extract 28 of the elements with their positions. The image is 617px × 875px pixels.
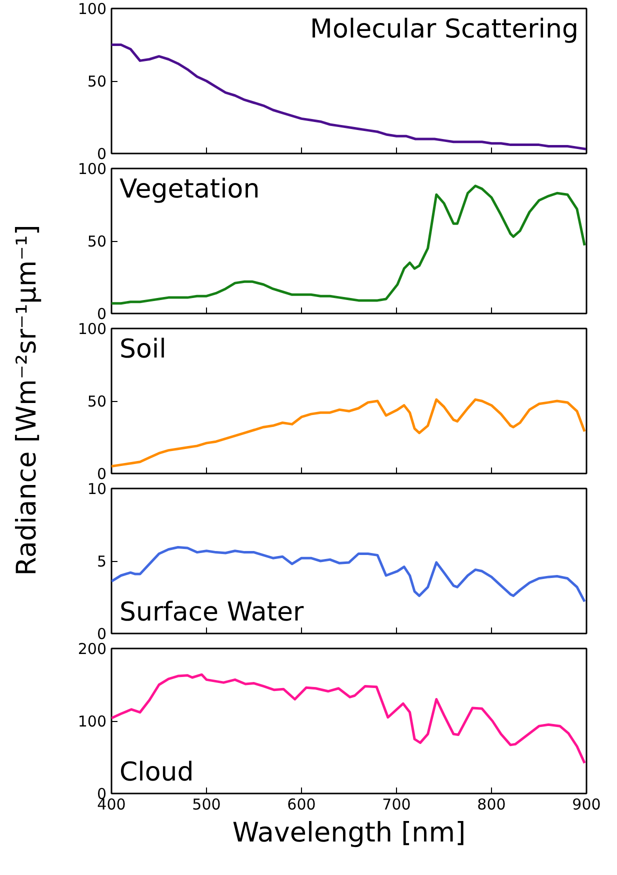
- line-series: [112, 44, 586, 150]
- x-axis-title: Wavelength [nm]: [232, 818, 466, 848]
- annotation: Cloud: [120, 758, 194, 788]
- x-tick-label: 900: [572, 796, 601, 814]
- y-tick-label: 0: [96, 465, 107, 483]
- y-tick-label: 50: [87, 392, 107, 410]
- y-tick-label: 0: [96, 625, 107, 643]
- y-tick-label: 100: [78, 320, 107, 338]
- line-series: [112, 398, 586, 468]
- y-tick-label: 5: [96, 552, 107, 570]
- y-tick-label: 0: [96, 145, 107, 163]
- y-tick-label: 100: [78, 0, 107, 18]
- y-tick-label: 100: [78, 160, 107, 178]
- annotation: Vegetation: [120, 174, 260, 204]
- annotation: Soil: [120, 334, 166, 364]
- x-tick-label: 600: [287, 796, 316, 814]
- y-axis-title: Radiance [Wm⁻²sr⁻¹μm⁻¹]: [11, 224, 42, 576]
- y-tick-label: 200: [78, 640, 107, 658]
- y-tick-label: 50: [87, 232, 107, 250]
- annotation: Surface Water: [120, 598, 304, 628]
- x-tick-label: 800: [477, 796, 506, 814]
- y-tick-label: 10: [87, 480, 107, 498]
- x-tick-label: 500: [192, 796, 221, 814]
- y-tick-label: 0: [96, 305, 107, 323]
- y-tick-label: 50: [87, 72, 107, 90]
- x-tick-label: 700: [382, 796, 411, 814]
- annotation: Molecular Scattering: [310, 14, 579, 44]
- y-tick-label: 100: [78, 712, 107, 730]
